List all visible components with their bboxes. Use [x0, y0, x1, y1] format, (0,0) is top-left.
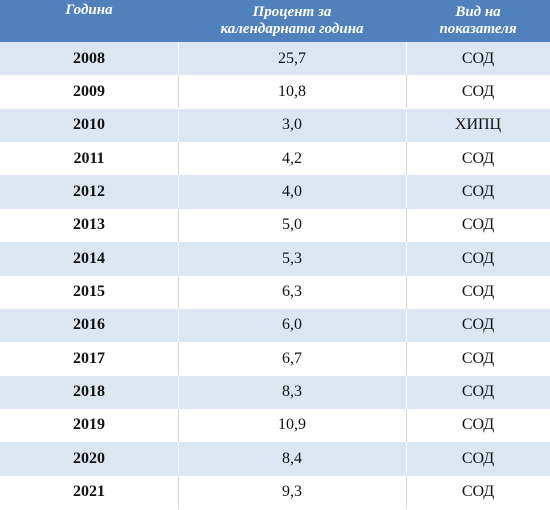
percent-cell: 4,0: [282, 182, 302, 200]
year-cell: 2011: [73, 149, 105, 167]
percent-cell: 5,0: [282, 216, 302, 234]
type-cell: СОД: [461, 283, 495, 301]
year-cell: 2021: [73, 483, 105, 501]
column-divider: [406, 408, 407, 442]
type-cell: СОД: [461, 449, 495, 467]
table-header: Година Процент за календарната година Ви…: [0, 0, 550, 42]
column-divider: [406, 108, 407, 142]
year-cell: 2009: [73, 82, 105, 100]
type-cell: ХИПЦ: [454, 116, 502, 134]
table-row: 2018 8,3 СОД: [0, 375, 550, 410]
type-cell: СОД: [461, 483, 495, 501]
table-row: 2016 6,0 СОД: [0, 308, 550, 343]
table-row: 2008 25,7 СОД: [0, 42, 550, 76]
percent-cell: 3,0: [282, 116, 302, 134]
percent-cell: 6,3: [282, 283, 302, 301]
column-divider: [178, 108, 179, 142]
column-divider: [406, 442, 407, 476]
type-cell: СОД: [461, 249, 495, 267]
table-row: 2015 6,3 СОД: [0, 275, 550, 310]
year-cell: 2008: [73, 49, 105, 67]
column-divider: [178, 375, 179, 409]
type-cell: СОД: [461, 316, 495, 334]
type-cell: СОД: [461, 149, 495, 167]
percent-cell: 25,7: [278, 49, 306, 67]
year-cell: 2014: [73, 249, 105, 267]
header-year-label: Година: [65, 2, 113, 18]
table-row: 2021 9,3 СОД: [0, 475, 550, 510]
header-percent-line1: Процент за: [252, 4, 332, 20]
year-cell: 2019: [73, 416, 105, 434]
type-cell: СОД: [461, 349, 495, 367]
column-divider: [406, 175, 407, 209]
column-divider: [178, 75, 179, 109]
column-divider: [178, 308, 179, 342]
percent-cell: 8,4: [282, 449, 302, 467]
year-cell: 2017: [73, 349, 105, 367]
column-divider: [178, 208, 179, 242]
column-divider: [178, 242, 179, 276]
year-cell: 2010: [73, 116, 105, 134]
column-divider: [406, 475, 407, 509]
year-cell: 2012: [73, 182, 105, 200]
header-percent-line2: календарната година: [220, 21, 364, 37]
percent-cell: 6,7: [282, 349, 302, 367]
type-cell: СОД: [461, 182, 495, 200]
column-divider: [406, 142, 407, 176]
header-percent: Процент за календарната година: [178, 0, 406, 42]
percent-cell: 10,9: [278, 416, 306, 434]
year-cell: 2020: [73, 449, 105, 467]
column-divider: [406, 242, 407, 276]
column-divider: [178, 475, 179, 509]
type-cell: СОД: [461, 416, 495, 434]
type-cell: СОД: [461, 383, 495, 401]
type-cell: СОД: [461, 49, 495, 67]
table-row: 2011 4,2 СОД: [0, 142, 550, 177]
column-divider: [406, 375, 407, 409]
table-row: 2017 6,7 СОД: [0, 342, 550, 377]
header-type-line1: Вид на: [455, 4, 501, 20]
percent-cell: 6,0: [282, 316, 302, 334]
percent-cell: 8,3: [282, 383, 302, 401]
year-cell: 2016: [73, 316, 105, 334]
table-row: 2014 5,3 СОД: [0, 242, 550, 277]
column-divider: [178, 342, 179, 376]
column-divider: [178, 142, 179, 176]
year-cell: 2015: [73, 283, 105, 301]
percent-cell: 4,2: [282, 149, 302, 167]
table-row: 2009 10,8 СОД: [0, 75, 550, 110]
year-cell: 2018: [73, 383, 105, 401]
year-cell: 2013: [73, 216, 105, 234]
table-row: 2019 10,9 СОД: [0, 408, 550, 443]
column-divider: [406, 308, 407, 342]
percent-cell: 10,8: [278, 82, 306, 100]
column-divider: [178, 42, 179, 75]
table-row: 2020 8,4 СОД: [0, 442, 550, 477]
column-divider: [406, 75, 407, 109]
header-type-line2: показателя: [439, 21, 517, 37]
column-divider: [178, 442, 179, 476]
table-row: 2012 4,0 СОД: [0, 175, 550, 210]
table-row: 2010 3,0 ХИПЦ: [0, 108, 550, 143]
column-divider: [178, 175, 179, 209]
header-year: Година: [0, 0, 178, 42]
type-cell: СОД: [461, 216, 495, 234]
column-divider: [406, 42, 407, 75]
column-divider: [178, 408, 179, 442]
header-type: Вид на показателя: [406, 0, 550, 42]
percent-cell: 9,3: [282, 483, 302, 501]
column-divider: [406, 208, 407, 242]
table-row: 2013 5,0 СОД: [0, 208, 550, 243]
column-divider: [406, 275, 407, 309]
column-divider: [178, 275, 179, 309]
column-divider: [406, 342, 407, 376]
percent-cell: 5,3: [282, 249, 302, 267]
type-cell: СОД: [461, 82, 495, 100]
